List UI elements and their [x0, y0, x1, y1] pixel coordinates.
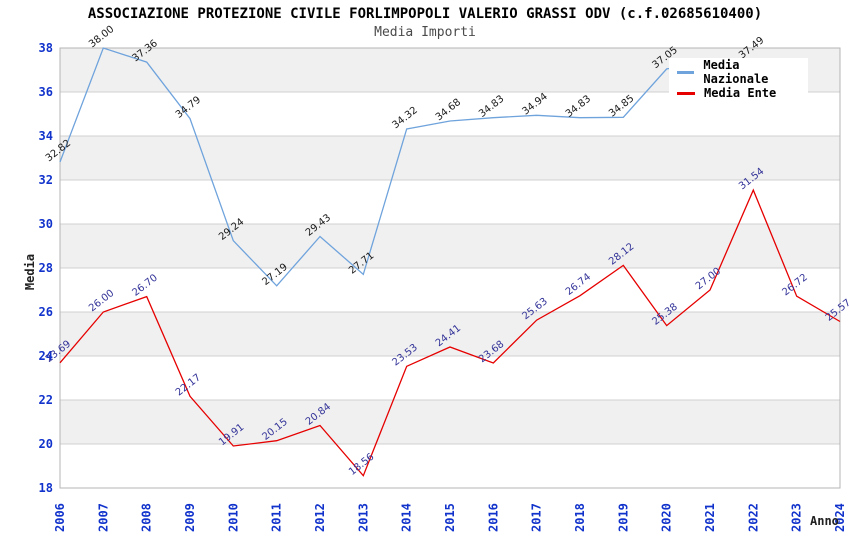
media-ente-line-swatch-icon [677, 91, 695, 95]
x-tick-label: 2019 [616, 503, 630, 532]
grid-band [60, 312, 840, 356]
data-label: 34.85 [607, 93, 636, 119]
x-tick-label: 2014 [400, 503, 414, 532]
x-tick-label: 2011 [270, 503, 284, 532]
y-tick-label: 36 [39, 85, 53, 99]
grid-band [60, 224, 840, 268]
data-label: 34.68 [434, 97, 463, 123]
chart-title: ASSOCIAZIONE PROTEZIONE CIVILE FORLIMPOP… [87, 6, 763, 22]
y-tick-label: 34 [39, 129, 53, 143]
data-label: 26.00 [87, 288, 116, 314]
y-tick-label: 32 [39, 173, 53, 187]
data-label: 34.83 [564, 94, 593, 120]
data-label: 26.70 [130, 272, 159, 298]
legend-label-media-ente: Media Ente [704, 86, 777, 100]
line-media-ente [59, 188, 841, 477]
y-tick-label: 30 [39, 217, 53, 231]
y-tick-label: 24 [39, 349, 53, 363]
legend-label-media-nazionale: Media Nazionale [703, 58, 769, 86]
chart-subtitle: Media Importi [374, 25, 476, 40]
x-tick-label: 2023 [790, 503, 804, 532]
y-axis-title: Media [23, 253, 37, 291]
grid-band [60, 400, 840, 444]
x-tick-label: 2012 [313, 503, 327, 532]
x-tick-label: 2024 [833, 503, 847, 532]
y-tick-label: 22 [39, 393, 53, 407]
media-nazionale-line-swatch-icon [677, 70, 695, 74]
data-label: 34.83 [477, 94, 506, 120]
data-label: 34.94 [520, 91, 549, 117]
data-label: 22.17 [174, 372, 203, 398]
y-tick-label: 18 [39, 481, 53, 495]
x-tick-label: 2007 [96, 503, 110, 532]
y-tick-label: 38 [39, 41, 53, 55]
x-tick-label: 2017 [530, 503, 544, 532]
legend-item-media-ente: Media Ente [677, 86, 808, 100]
x-tick-label: 2021 [703, 503, 717, 532]
y-tick-label: 28 [39, 261, 53, 275]
plot-border [59, 47, 841, 489]
x-tick-label: 2006 [53, 503, 67, 532]
grid-band [60, 136, 840, 180]
y-tick-label: 20 [39, 437, 53, 451]
legend-item-media-nazionale: Media Nazionale [677, 58, 808, 86]
x-tick-label: 2022 [746, 503, 760, 532]
x-tick-label: 2016 [486, 503, 500, 532]
x-tick-label: 2018 [573, 503, 587, 532]
x-tick-label: 2013 [356, 503, 370, 532]
legend: Media Nazionale Media Ente [669, 58, 808, 100]
x-tick-label: 2009 [183, 503, 197, 532]
data-label: 38.00 [87, 24, 116, 50]
data-label: 26.74 [564, 272, 593, 298]
x-tick-label: 2008 [140, 503, 154, 532]
data-label: 26.72 [780, 272, 809, 298]
x-tick-label: 2020 [660, 503, 674, 532]
x-axis-title: Anno [810, 514, 839, 528]
x-tick-label: 2015 [443, 503, 457, 532]
x-tick-label: 2010 [226, 503, 240, 532]
data-label: 27.00 [694, 266, 723, 292]
y-tick-label: 26 [39, 305, 53, 319]
line-media-nazionale [59, 47, 754, 287]
